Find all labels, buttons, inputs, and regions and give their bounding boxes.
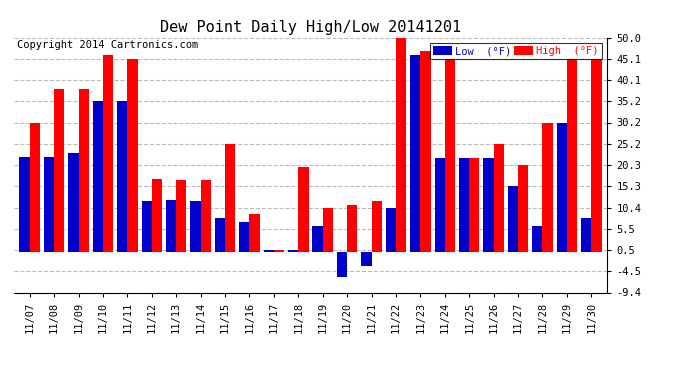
Bar: [19, 157, 30, 252]
Bar: [445, 58, 455, 252]
Bar: [166, 200, 176, 252]
Bar: [435, 158, 445, 252]
Bar: [347, 205, 357, 252]
Bar: [288, 250, 298, 252]
Bar: [508, 186, 518, 252]
Bar: [128, 58, 137, 252]
Text: Copyright 2014 Cartronics.com: Copyright 2014 Cartronics.com: [17, 40, 198, 50]
Bar: [298, 167, 308, 252]
Bar: [493, 144, 504, 252]
Bar: [459, 158, 469, 252]
Bar: [591, 58, 602, 252]
Bar: [103, 55, 113, 252]
Bar: [337, 252, 347, 277]
Bar: [542, 123, 553, 252]
Bar: [44, 157, 54, 252]
Bar: [371, 201, 382, 252]
Bar: [567, 58, 577, 252]
Bar: [215, 218, 225, 252]
Bar: [323, 207, 333, 252]
Bar: [250, 213, 259, 252]
Bar: [420, 51, 431, 252]
Bar: [469, 158, 480, 252]
Bar: [201, 180, 211, 252]
Bar: [362, 252, 371, 266]
Bar: [141, 201, 152, 252]
Bar: [79, 90, 89, 252]
Bar: [410, 55, 420, 252]
Bar: [581, 218, 591, 252]
Bar: [274, 250, 284, 252]
Bar: [176, 180, 186, 252]
Title: Dew Point Daily High/Low 20141201: Dew Point Daily High/Low 20141201: [160, 20, 461, 35]
Bar: [386, 207, 396, 252]
Bar: [92, 101, 103, 252]
Bar: [518, 165, 529, 252]
Bar: [239, 222, 250, 252]
Legend: Low  (°F), High  (°F): Low (°F), High (°F): [430, 43, 602, 59]
Bar: [396, 38, 406, 252]
Bar: [152, 179, 162, 252]
Bar: [532, 226, 542, 252]
Bar: [484, 158, 493, 252]
Bar: [68, 153, 79, 252]
Bar: [117, 101, 128, 252]
Bar: [190, 201, 201, 252]
Bar: [54, 90, 64, 252]
Bar: [557, 123, 567, 252]
Bar: [313, 226, 323, 252]
Bar: [225, 144, 235, 252]
Bar: [30, 123, 40, 252]
Bar: [264, 250, 274, 252]
